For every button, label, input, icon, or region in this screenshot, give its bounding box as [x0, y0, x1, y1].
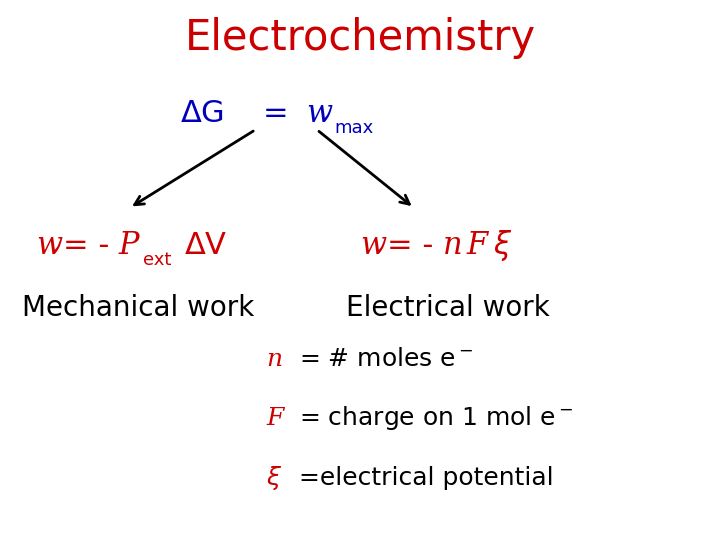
Text: = -: = - [63, 231, 109, 260]
Text: P: P [119, 230, 139, 261]
Text: Electrochemistry: Electrochemistry [184, 17, 536, 59]
Text: =electrical potential: =electrical potential [299, 466, 554, 490]
Text: Electrical work: Electrical work [346, 294, 549, 322]
Text: $\xi$: $\xi$ [266, 464, 282, 492]
Text: w: w [306, 98, 332, 129]
Text: $\Delta$V: $\Delta$V [184, 231, 227, 260]
Text: F: F [467, 230, 487, 261]
Text: ext: ext [143, 251, 171, 269]
Text: = charge on 1 mol e$^-$: = charge on 1 mol e$^-$ [299, 404, 573, 433]
Text: n: n [443, 230, 462, 261]
Text: = # moles e$^-$: = # moles e$^-$ [299, 347, 473, 371]
Text: w: w [360, 230, 386, 261]
Text: max: max [335, 119, 374, 137]
Text: $\Delta$G: $\Delta$G [180, 99, 224, 128]
Text: Mechanical work: Mechanical work [22, 294, 254, 322]
Text: w: w [36, 230, 62, 261]
Text: $\xi$: $\xi$ [493, 228, 513, 263]
Text: = -: = - [387, 231, 433, 260]
Text: n: n [266, 348, 282, 370]
Text: =: = [263, 99, 289, 128]
Text: F: F [266, 407, 284, 430]
